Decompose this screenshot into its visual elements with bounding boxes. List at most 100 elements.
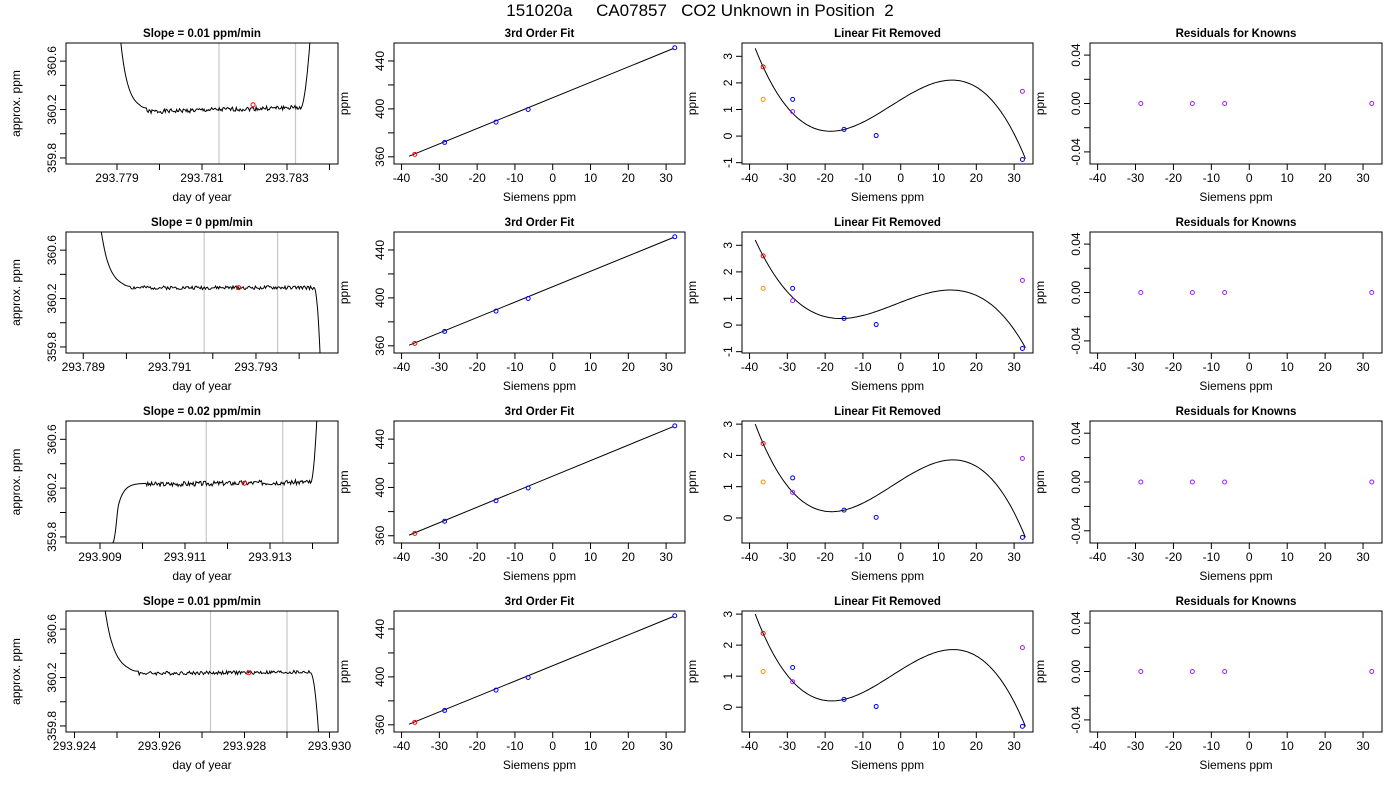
data-point — [412, 151, 418, 157]
plot-frame — [1089, 610, 1383, 733]
x-tick-label: -20 — [1165, 171, 1183, 185]
data-point — [1222, 479, 1228, 485]
y-tick-label: 400 — [373, 477, 387, 497]
x-tick-label: -10 — [1203, 360, 1221, 374]
data-point — [442, 518, 448, 524]
y-tick-label: 3 — [721, 420, 735, 427]
data-point — [1189, 479, 1195, 485]
data-point — [841, 507, 847, 513]
y-tick-label: 2 — [721, 268, 735, 275]
y-tick-label: 1 — [721, 106, 735, 113]
data-point — [525, 295, 531, 301]
data-point — [493, 308, 499, 314]
data-point — [442, 139, 448, 145]
x-tick-label: 30 — [1356, 739, 1370, 753]
y-tick-label: 440 — [373, 619, 387, 639]
fit-line — [408, 47, 674, 157]
x-tick-label: -20 — [816, 739, 834, 753]
data-point — [1019, 723, 1025, 729]
x-tick-label: 30 — [1356, 171, 1370, 185]
x-axis-label: Siemens ppm — [1199, 569, 1272, 583]
y-tick-label: 0.00 — [1069, 470, 1083, 494]
x-tick-label: 0 — [897, 550, 904, 564]
data-point — [760, 479, 766, 485]
x-tick-label: -10 — [506, 171, 524, 185]
y-tick-label: 1 — [721, 672, 735, 679]
y-tick-label: 360.6 — [45, 424, 59, 454]
chart-title: Residuals for Knowns — [1176, 406, 1297, 418]
x-axis-label: Siemens ppm — [851, 190, 924, 204]
x-tick-label: 0 — [549, 739, 556, 753]
data-point — [1222, 669, 1228, 674]
plot-area — [100, 232, 321, 353]
x-tick-label: 20 — [622, 739, 636, 753]
x-tick-label: -20 — [816, 360, 834, 374]
data-point — [790, 298, 796, 304]
y-tick-label: -1 — [721, 346, 735, 357]
data-point — [790, 285, 796, 291]
plot-area — [1138, 101, 1375, 106]
x-tick-label: 10 — [584, 550, 598, 564]
x-axis-label: Siemens ppm — [851, 569, 924, 583]
x-tick-label: 20 — [970, 360, 984, 374]
y-axis-label: ppm — [685, 470, 699, 493]
y-axis-label: ppm — [685, 92, 699, 115]
y-tick-label: -0.04 — [1069, 517, 1083, 545]
chart-title: 3rd Order Fit — [505, 406, 575, 418]
chart-title: Slope = 0 ppm/min — [151, 217, 253, 229]
chart-title: Residuals for Knowns — [1176, 217, 1297, 229]
y-tick-label: 1 — [721, 483, 735, 490]
x-tick-label: 0 — [1246, 171, 1253, 185]
data-point — [873, 704, 879, 710]
data-point — [1189, 290, 1195, 295]
x-tick-label: -10 — [854, 739, 872, 753]
data-point — [672, 234, 678, 240]
x-tick-label: 20 — [622, 360, 636, 374]
plot-frame — [741, 420, 1034, 544]
x-tick-label: -30 — [1127, 739, 1145, 753]
page-title: 151020a CA07857 CO2 Unknown in Position … — [506, 1, 894, 20]
plot-frame — [393, 420, 686, 544]
x-tick-label: -10 — [854, 171, 872, 185]
chart-panel-resid-row1: Residuals for Knowns Siemens ppm ppm -40 -30… — [1033, 28, 1383, 204]
x-tick-label: -20 — [468, 739, 486, 753]
x-tick-label: 30 — [659, 360, 673, 374]
plot-area — [754, 48, 1026, 162]
data-point — [1369, 101, 1375, 106]
plot-area — [112, 421, 318, 543]
x-tick-label: 0 — [897, 171, 904, 185]
x-tick-label: 30 — [659, 739, 673, 753]
x-tick-label: 0 — [1246, 360, 1253, 374]
chart-panel-linfit-row1: Linear Fit Removed Siemens ppm ppm -40 -30 -2… — [685, 28, 1034, 204]
y-tick-label: 400 — [373, 667, 387, 687]
x-tick-label: 10 — [932, 550, 946, 564]
y-axis-label: ppm — [1033, 470, 1047, 493]
x-tick-label: 10 — [932, 360, 946, 374]
data-point — [1019, 156, 1025, 162]
y-tick-label: 359.8 — [45, 143, 59, 173]
x-axis-label: Siemens ppm — [851, 379, 924, 393]
x-tick-label: 0 — [1246, 550, 1253, 564]
chart-panel-linfit-row3: Linear Fit Removed Siemens ppm ppm -40 -30 -2… — [685, 406, 1034, 583]
x-tick-label: 293.909 — [78, 550, 122, 564]
x-tick-label: -10 — [854, 550, 872, 564]
data-point — [1019, 534, 1025, 540]
data-point — [841, 315, 847, 321]
plot-frame — [393, 42, 686, 165]
data-point — [790, 679, 796, 685]
x-axis-label: day of year — [172, 190, 231, 204]
x-tick-label: 30 — [1007, 739, 1021, 753]
plot-frame — [65, 420, 339, 544]
x-axis-label: Siemens ppm — [1199, 758, 1272, 772]
data-point — [790, 96, 796, 102]
data-point — [1222, 290, 1228, 295]
chart-title: Linear Fit Removed — [834, 217, 941, 229]
trace-marker — [236, 285, 242, 291]
y-axis-label: ppm — [337, 281, 351, 304]
x-tick-label: -20 — [468, 360, 486, 374]
y-tick-label: 360.2 — [45, 94, 59, 124]
x-axis-label: day of year — [172, 569, 231, 583]
x-tick-label: -40 — [1089, 550, 1107, 564]
x-tick-label: 30 — [1007, 171, 1021, 185]
x-tick-label: 20 — [622, 550, 636, 564]
